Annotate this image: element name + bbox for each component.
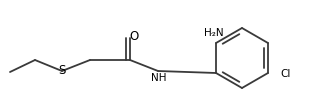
- Text: O: O: [129, 30, 139, 42]
- Text: Cl: Cl: [280, 69, 290, 79]
- Text: amino: amino: [211, 33, 215, 34]
- Text: S: S: [58, 65, 66, 77]
- Text: NH: NH: [151, 73, 167, 83]
- Text: H₂N: H₂N: [204, 28, 224, 38]
